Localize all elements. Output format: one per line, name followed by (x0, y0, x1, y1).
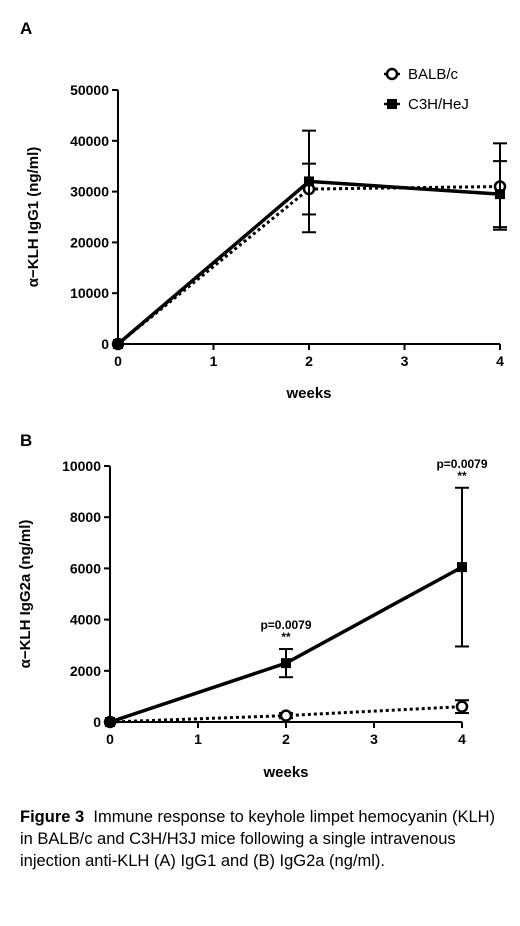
x-tick-label: 2 (282, 731, 290, 747)
y-tick-label: 8000 (70, 509, 101, 525)
data-point (304, 176, 314, 187)
x-tick-label: 1 (194, 731, 202, 747)
legend: BALB/c C3H/HeJ (384, 66, 469, 113)
series-c3h-hej (105, 486, 469, 727)
p-value-label: p=0.0079 (436, 457, 487, 471)
p-value-label: p=0.0079 (260, 618, 311, 632)
x-tick-label: 4 (458, 731, 466, 747)
legend-marker (385, 67, 399, 81)
x-tick-label: 1 (210, 353, 218, 369)
y-axis-title: α−KLH IgG1 (ng/ml) (25, 147, 42, 287)
y-tick-label: 30000 (70, 184, 109, 200)
chart-panel-a: A 0 10000 20000 30000 40000 50000 0 1 2 3 4 weeks α−K… (20, 19, 507, 402)
significance-annotation: **p=0.0079 (436, 457, 487, 483)
figure-caption: Figure 3 Immune response to keyhole limp… (20, 806, 510, 872)
significance-stars: ** (457, 469, 467, 483)
chart-panel-b: B 0 2000 4000 6000 8000 10000 0 1 2 3 4 weeks α−KLH I… (17, 431, 488, 781)
x-tick-label: 2 (305, 353, 313, 369)
y-tick-label: 50000 (70, 82, 109, 98)
x-tick-label: 3 (370, 731, 378, 747)
caption-text: Immune response to keyhole limpet hemocy… (20, 808, 496, 870)
data-point (495, 189, 505, 200)
x-tick-label: 0 (114, 353, 122, 369)
x-tick-label: 0 (106, 731, 114, 747)
y-tick-label: 20000 (70, 234, 109, 250)
series-balb-c (103, 699, 469, 729)
y-tick-label: 10000 (70, 285, 109, 301)
panel-label: B (20, 431, 32, 450)
data-point (281, 658, 291, 669)
x-tick-label: 3 (401, 353, 409, 369)
caption-label: Figure 3 (20, 808, 85, 826)
legend-item: BALB/c (384, 66, 459, 83)
data-point (457, 562, 467, 573)
data-point (455, 700, 469, 713)
x-axis-title: weeks (262, 764, 308, 781)
significance-annotation: **p=0.0079 (260, 618, 311, 644)
y-tick-label: 40000 (70, 133, 109, 149)
x-tick-label: 4 (496, 353, 504, 369)
x-axis-title: weeks (285, 385, 331, 402)
data-point (113, 339, 123, 349)
data-point (279, 709, 293, 722)
legend-item: C3H/HeJ (384, 96, 469, 113)
legend-marker (387, 99, 397, 109)
series-c3h-hej (113, 129, 507, 349)
panel-label: A (20, 19, 32, 38)
legend-label: BALB/c (408, 66, 459, 83)
series-line (109, 565, 463, 724)
data-point (105, 717, 115, 727)
y-tick-label: 10000 (62, 458, 101, 474)
y-axis-title: α−KLH IgG2a (ng/ml) (17, 520, 34, 669)
y-tick-label: 4000 (70, 612, 101, 628)
y-tick-label: 2000 (70, 663, 101, 679)
y-tick-label: 0 (101, 336, 109, 352)
legend-label: C3H/HeJ (408, 96, 469, 113)
y-tick-label: 6000 (70, 560, 101, 576)
significance-stars: ** (281, 630, 291, 644)
series-line (117, 185, 501, 346)
y-tick-label: 0 (93, 714, 101, 730)
